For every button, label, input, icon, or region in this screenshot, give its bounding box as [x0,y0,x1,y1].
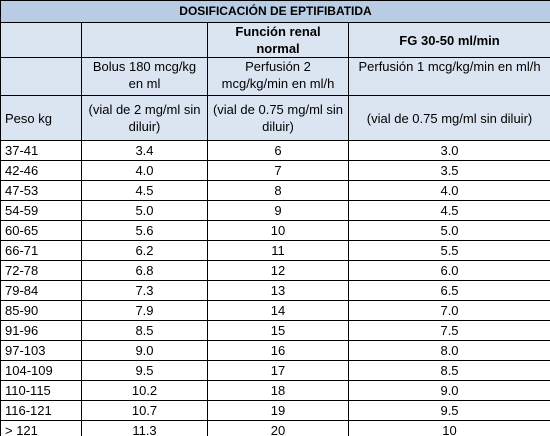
group-header: FG 30-50 ml/min [347,22,550,58]
weight-cell: 47-53 [0,180,82,201]
weight-cell: 110-115 [0,380,82,401]
table-title: DOSIFICACIÓN DE EPTIFIBATIDA [0,0,550,23]
unit-header: (vial de 0.75 mg/ml sin diluir) [347,95,550,141]
dose-cell: 8.5 [81,320,208,341]
data-row: > 121 11.3 20 10 [0,420,550,436]
unit-header: (vial de 2 mg/ml sin diluir) [81,95,208,141]
data-row: 72-78 6.8 12 6.0 [0,260,550,281]
weight-cell: 116-121 [0,400,82,421]
dose-cell: 9.5 [347,400,550,421]
weight-cell: 85-90 [0,300,82,321]
dose-cell: 3.4 [81,140,208,161]
dose-cell: 19 [207,400,349,421]
sub-header: Perfusión 2 mcg/kg/min en ml/h [207,57,349,96]
weight-cell: 104-109 [0,360,82,381]
dose-cell: 3.0 [347,140,550,161]
dose-cell: 10.2 [81,380,208,401]
dose-cell: 4.5 [347,200,550,221]
dose-cell: 5.0 [81,200,208,221]
dose-cell: 5.6 [81,220,208,241]
data-row: 54-59 5.0 9 4.5 [0,200,550,221]
empty-cell [0,22,82,58]
dose-cell: 13 [207,280,349,301]
dose-cell: 4.0 [347,180,550,201]
weight-cell: > 121 [0,420,82,436]
data-row: 66-71 6.2 11 5.5 [0,240,550,261]
data-row: 37-41 3.4 6 3.0 [0,140,550,161]
weight-cell: 66-71 [0,240,82,261]
dose-cell: 8.0 [347,340,550,361]
dose-cell: 15 [207,320,349,341]
dose-cell: 9.0 [347,380,550,401]
dose-cell: 9.5 [81,360,208,381]
empty-cell [0,57,82,96]
title-row: DOSIFICACIÓN DE EPTIFIBATIDA [0,0,550,23]
unit-header-row: Peso kg (vial de 2 mg/ml sin diluir) (vi… [0,95,550,141]
dose-cell: 6.2 [81,240,208,261]
data-row: 91-96 8.5 15 7.5 [0,320,550,341]
dose-cell: 16 [207,340,349,361]
group-header-row: Función renal normal FG 30-50 ml/min [0,22,550,58]
unit-header: Peso kg [0,95,82,141]
data-row: 47-53 4.5 8 4.0 [0,180,550,201]
data-row: 116-121 10.7 19 9.5 [0,400,550,421]
dose-cell: 6.8 [81,260,208,281]
sub-header: Bolus 180 mcg/kg en ml [81,57,208,96]
weight-cell: 72-78 [0,260,82,281]
dose-cell: 4.0 [81,160,208,181]
dose-cell: 10 [347,420,550,436]
dose-cell: 18 [207,380,349,401]
dose-cell: 7.9 [81,300,208,321]
data-row: 60-65 5.6 10 5.0 [0,220,550,241]
dose-cell: 11 [207,240,349,261]
data-row: 85-90 7.9 14 7.0 [0,300,550,321]
dose-cell: 11.3 [81,420,208,436]
data-row: 42-46 4.0 7 3.5 [0,160,550,181]
sub-header: Perfusión 1 mcg/kg/min en ml/h [347,57,550,96]
data-row: 79-84 7.3 13 6.5 [0,280,550,301]
dose-cell: 7.0 [347,300,550,321]
weight-cell: 54-59 [0,200,82,221]
dose-cell: 10 [207,220,349,241]
dose-cell: 6 [207,140,349,161]
dose-cell: 5.0 [347,220,550,241]
dose-cell: 3.5 [347,160,550,181]
dose-cell: 8.5 [347,360,550,381]
data-row: 104-109 9.5 17 8.5 [0,360,550,381]
data-row: 110-115 10.2 18 9.0 [0,380,550,401]
dose-cell: 6.0 [347,260,550,281]
dose-cell: 9.0 [81,340,208,361]
dose-cell: 7 [207,160,349,181]
data-row: 97-103 9.0 16 8.0 [0,340,550,361]
dose-cell: 10.7 [81,400,208,421]
dose-cell: 5.5 [347,240,550,261]
weight-cell: 37-41 [0,140,82,161]
dose-cell: 6.5 [347,280,550,301]
weight-cell: 60-65 [0,220,82,241]
weight-cell: 91-96 [0,320,82,341]
dose-cell: 7.3 [81,280,208,301]
dose-cell: 4.5 [81,180,208,201]
weight-cell: 97-103 [0,340,82,361]
weight-cell: 79-84 [0,280,82,301]
dose-cell: 17 [207,360,349,381]
sub-header-row: Bolus 180 mcg/kg en ml Perfusión 2 mcg/k… [0,57,550,96]
dose-cell: 8 [207,180,349,201]
group-header: Función renal normal [207,22,349,58]
table-body: 37-41 3.4 6 3.0 42-46 4.0 7 3.5 47-53 4.5 8 4.0 54-5… [0,140,550,436]
unit-header: (vial de 0.75 mg/ml sin diluir) [207,95,349,141]
dose-cell: 7.5 [347,320,550,341]
dose-cell: 12 [207,260,349,281]
weight-cell: 42-46 [0,160,82,181]
dose-cell: 9 [207,200,349,221]
dose-cell: 14 [207,300,349,321]
empty-cell [81,22,208,58]
dose-cell: 20 [207,420,349,436]
